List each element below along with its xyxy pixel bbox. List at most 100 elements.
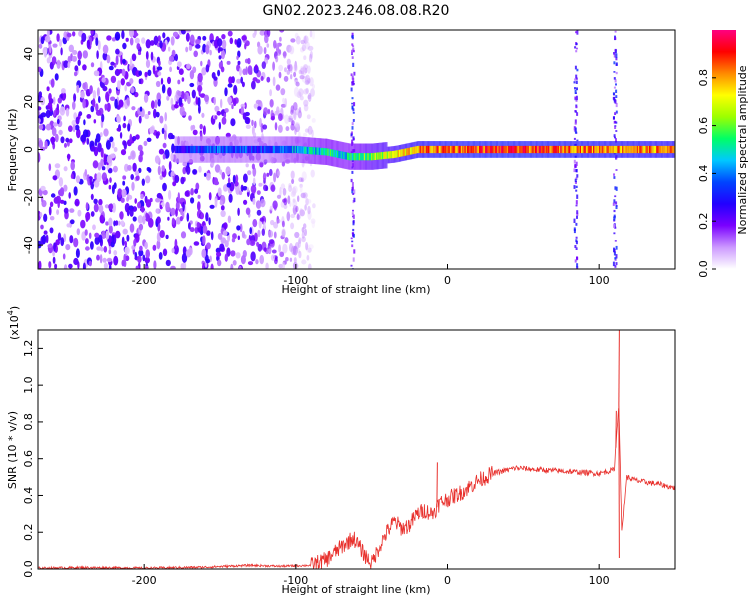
spike-cell — [614, 265, 617, 268]
trace-core-cell — [360, 153, 363, 161]
noise-cell — [135, 134, 140, 140]
trace-core-cell — [394, 150, 397, 158]
noise-cell — [300, 177, 305, 183]
spike-cell — [351, 43, 354, 46]
noise-cell — [73, 112, 78, 120]
noise-cell — [265, 185, 269, 191]
noise-cell — [177, 192, 180, 202]
noise-cell — [220, 66, 225, 73]
spike-cell — [575, 80, 578, 84]
trace-core-cell — [187, 145, 190, 154]
trace-core-cell — [332, 149, 335, 157]
noise-cell — [104, 204, 110, 209]
noise-cell — [266, 76, 271, 83]
noise-cell — [58, 129, 63, 136]
trace-core-cell — [510, 145, 513, 154]
noise-cell — [167, 76, 171, 85]
trace-core-cell — [610, 145, 613, 154]
noise-cell — [71, 55, 77, 62]
noise-cell — [129, 57, 133, 67]
trace-core-cell — [601, 145, 604, 154]
noise-cell — [310, 169, 315, 178]
spike-cell — [351, 126, 354, 130]
noise-cell — [271, 249, 277, 254]
noise-cell — [152, 65, 156, 75]
snr-x-label: Height of straight line (km) — [281, 583, 430, 596]
noise-cell — [266, 43, 270, 48]
trace-core-cell — [604, 145, 606, 154]
trace-core-cell — [508, 145, 511, 154]
noise-cell — [289, 45, 295, 55]
noise-cell — [290, 109, 294, 115]
trace-core-cell — [636, 145, 639, 154]
y-tick-label: 40 — [22, 47, 35, 61]
trace-core-cell — [488, 145, 491, 154]
noise-cell — [294, 263, 299, 269]
trace-core-cell — [198, 145, 201, 154]
noise-cell — [168, 189, 172, 200]
spike-cell — [351, 232, 354, 235]
noise-cell — [148, 218, 154, 228]
noise-cell — [274, 122, 278, 131]
noise-cell — [69, 235, 74, 244]
noise-cell — [129, 208, 134, 217]
noise-cell — [263, 221, 266, 230]
noise-cell — [150, 51, 154, 61]
trace-core-cell — [526, 145, 529, 154]
trace-core-cell — [379, 152, 382, 160]
noise-cell — [93, 119, 97, 124]
noise-cell — [254, 64, 258, 71]
noise-cell — [268, 239, 275, 245]
noise-cell — [244, 42, 247, 50]
noise-cell — [51, 56, 57, 65]
trace-core-cell — [517, 145, 520, 154]
noise-cell — [101, 113, 105, 123]
trace-core-cell — [380, 152, 383, 160]
trace-core-cell — [304, 146, 307, 154]
noise-cell — [47, 102, 53, 110]
noise-cell — [111, 234, 115, 244]
noise-cell — [298, 69, 303, 75]
trace-core-cell — [639, 145, 642, 154]
spike-cell — [350, 133, 353, 136]
spike-cell — [353, 197, 356, 202]
noise-cell — [92, 98, 96, 108]
noise-cell — [177, 91, 182, 96]
noise-cell — [130, 86, 135, 94]
noise-cell — [174, 53, 178, 62]
noise-cell — [273, 204, 277, 211]
noise-cell — [149, 197, 153, 203]
spike-cell — [352, 219, 355, 224]
trace-core-cell — [388, 151, 390, 159]
noise-cell — [186, 63, 191, 70]
trace-core-cell — [232, 145, 235, 154]
trace-core-cell — [537, 145, 540, 154]
noise-cell — [123, 253, 127, 263]
noise-cell — [82, 64, 87, 71]
spike-cell — [351, 170, 354, 174]
noise-cell — [115, 48, 120, 55]
trace-core-cell — [242, 145, 245, 154]
noise-cell — [112, 165, 118, 173]
noise-cell — [128, 155, 132, 160]
noise-cell — [196, 221, 201, 228]
noise-cell — [120, 197, 125, 203]
noise-cell — [305, 87, 309, 94]
spike-cell — [352, 192, 355, 195]
noise-cell — [268, 230, 274, 238]
trace-core-cell — [497, 145, 500, 154]
trace-core-cell — [281, 145, 284, 154]
noise-cell — [85, 202, 89, 210]
trace-core-cell — [582, 145, 585, 154]
spike-cell — [575, 189, 578, 192]
noise-cell — [240, 76, 243, 84]
spike-cell — [613, 251, 616, 256]
trace-core-cell — [594, 145, 597, 154]
spike-cell — [350, 135, 353, 138]
trace-core-cell — [423, 145, 426, 154]
noise-cell — [299, 209, 306, 217]
spike-cell — [575, 240, 578, 245]
noise-cell — [291, 187, 297, 196]
noise-cell — [139, 106, 143, 112]
y-tick-label: 1.2 — [22, 340, 35, 358]
